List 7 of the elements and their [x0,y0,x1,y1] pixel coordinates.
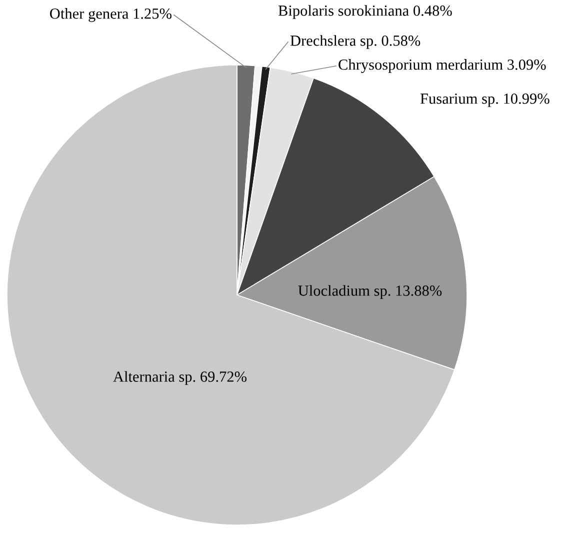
slice-label: Ulocladium sp. 13.88% [298,285,442,299]
slice-label: Drechslera sp. 0.58% [290,35,420,49]
slice-label: Fusarium sp. 10.99% [420,94,550,107]
slice-label: Alternaria sp. 69.72% [113,371,247,385]
slice-label: Other genera 1.25% [50,8,172,22]
slice-label: Chrysosporium merdarium 3.09% [338,59,546,73]
slice-label: Bipolaris sorokiniana 0.48% [278,5,452,19]
